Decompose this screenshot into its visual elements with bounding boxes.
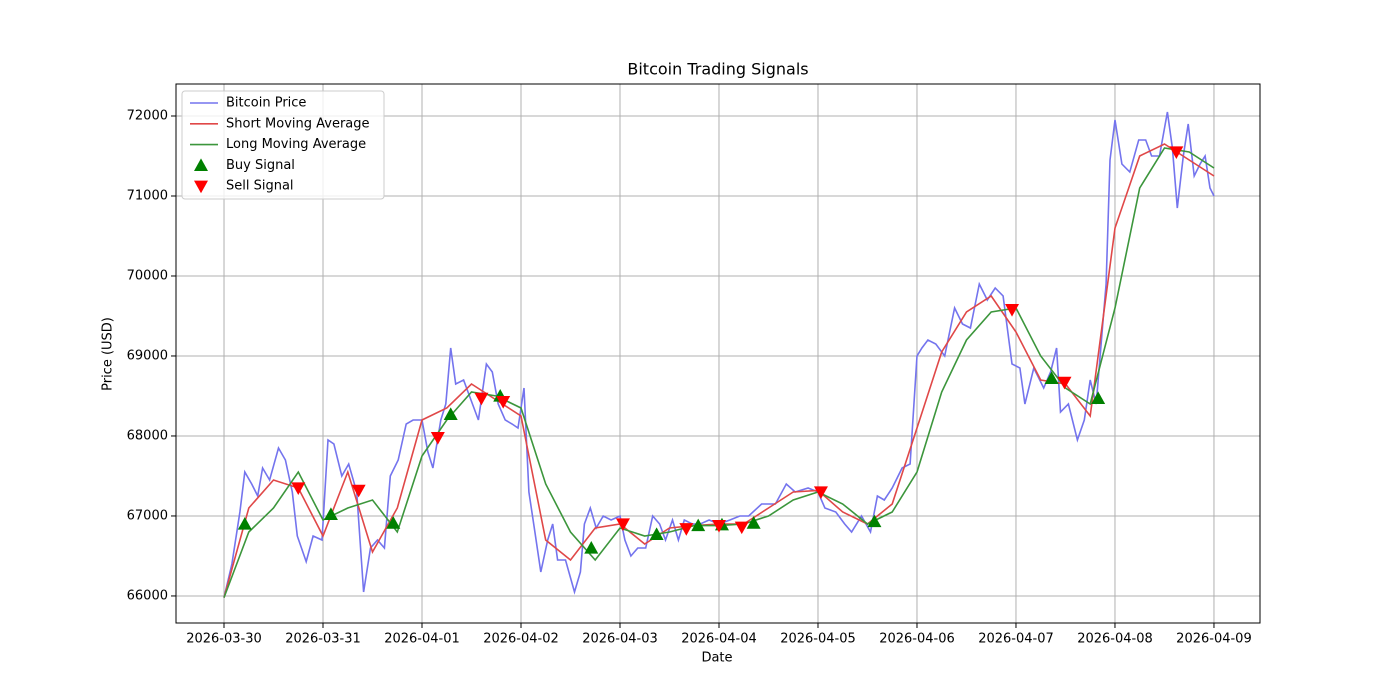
signal-marker (679, 523, 694, 536)
signal-marker (615, 518, 630, 531)
legend-marker (194, 158, 208, 171)
signal-marker (323, 507, 338, 520)
legend-label: Bitcoin Price (226, 96, 306, 111)
signal-marker (1169, 146, 1184, 159)
y-axis-label: Price (USD) (101, 317, 116, 391)
x-tick-label: 2026-04-07 (978, 632, 1054, 647)
signal-marker (813, 486, 828, 499)
signal-marker (386, 516, 401, 529)
x-tick-label: 2026-04-02 (483, 632, 559, 647)
chart-title: Bitcoin Trading Signals (627, 60, 808, 79)
signal-marker (496, 395, 511, 409)
signal-marker (443, 407, 458, 420)
legend-box (181, 90, 385, 200)
x-tick-label: 2026-04-04 (681, 632, 757, 647)
legend-marker (194, 180, 208, 194)
x-tick-label: 2026-04-03 (582, 632, 658, 647)
y-tick-label: 70000 (127, 268, 168, 283)
legend-label: Buy Signal (226, 158, 295, 173)
signal-marker (474, 392, 489, 406)
signal-marker (746, 516, 761, 529)
legend-label: Long Moving Average (226, 137, 366, 152)
x-tick-label: 2026-04-01 (384, 632, 460, 647)
y-tick-label: 68000 (127, 428, 168, 443)
axes-frame (175, 83, 1261, 624)
signal-marker (649, 527, 664, 540)
y-tick-label: 67000 (127, 508, 168, 523)
legend-label: Sell Signal (226, 179, 294, 194)
signal-marker (351, 484, 366, 498)
y-tick-label: 66000 (127, 588, 168, 603)
signal-marker (1057, 376, 1072, 390)
y-tick-label: 72000 (127, 108, 168, 123)
signal-marker (734, 521, 749, 535)
signal-marker (867, 514, 882, 528)
signal-marker (237, 516, 252, 530)
signal-marker (430, 431, 445, 445)
y-tick-label: 69000 (127, 348, 168, 363)
x-tick-label: 2026-04-05 (780, 632, 856, 647)
signal-marker (691, 518, 706, 532)
signal-marker (1044, 371, 1059, 384)
x-tick-label: 2026-04-06 (879, 632, 955, 647)
plot-area: 2026-03-30 2026-03-31 2026-04-01 2026-04-02… (127, 83, 1261, 647)
signal-marker (1005, 303, 1020, 317)
x-axis-label: Date (701, 651, 732, 666)
legend-label: Short Moving Average (226, 116, 370, 131)
legend: Bitcoin Price Short Moving Average Long Mo… (181, 90, 385, 200)
x-tick-label: 2026-03-31 (285, 632, 361, 647)
signal-marker (711, 519, 726, 533)
signal-marker (584, 540, 599, 554)
signal-marker (291, 482, 306, 495)
y-tick-label: 71000 (127, 188, 168, 203)
x-tick-label: 2026-03-30 (186, 632, 262, 647)
signal-marker (1091, 391, 1106, 404)
series-line (223, 111, 1215, 598)
x-tick-label: 2026-04-08 (1077, 632, 1153, 647)
x-tick-label: 2026-04-09 (1176, 632, 1252, 647)
